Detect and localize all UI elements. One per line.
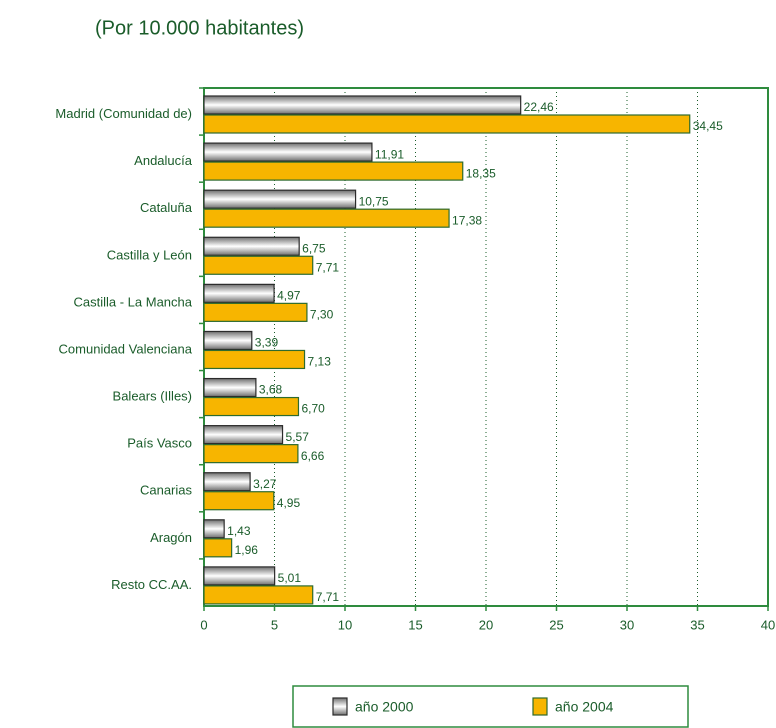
legend-swatch xyxy=(332,697,348,716)
value-label: 7,13 xyxy=(308,355,332,369)
x-tick-label: 0 xyxy=(200,617,207,632)
y-tick-label: Andalucía xyxy=(134,153,193,168)
y-tick-label: Aragón xyxy=(150,530,192,545)
x-tick-label: 30 xyxy=(620,617,634,632)
legend-swatch xyxy=(532,697,548,716)
bar xyxy=(203,255,314,275)
x-tick-label: 10 xyxy=(338,617,352,632)
bar xyxy=(203,208,450,228)
chart-title: (Por 10.000 habitantes) xyxy=(95,17,304,39)
value-label: 4,97 xyxy=(277,289,301,303)
value-label: 4,95 xyxy=(277,496,301,510)
y-tick-label: Madrid (Comunidad de) xyxy=(55,106,192,121)
value-label: 1,43 xyxy=(227,524,251,538)
value-label: 17,38 xyxy=(452,213,482,227)
bar xyxy=(203,396,300,417)
value-label: 11,91 xyxy=(375,147,404,161)
value-label: 34,45 xyxy=(693,119,723,133)
bar xyxy=(203,189,357,209)
value-label: 3,27 xyxy=(253,477,277,491)
bar xyxy=(203,302,308,322)
y-tick-label: Castilla - La Mancha xyxy=(74,294,193,309)
legend-label: año 2000 xyxy=(355,699,414,715)
legend-label: año 2004 xyxy=(555,699,614,715)
value-label: 7,71 xyxy=(316,590,340,604)
bar xyxy=(203,349,306,370)
value-label: 7,30 xyxy=(310,308,334,322)
y-tick-label: Canarias xyxy=(140,483,193,498)
bar xyxy=(203,142,373,162)
value-label: 5,57 xyxy=(286,430,310,444)
bar xyxy=(203,585,314,605)
y-tick-label: Cataluña xyxy=(140,200,193,215)
value-label: 3,68 xyxy=(259,383,283,397)
value-label: 18,35 xyxy=(466,166,496,180)
y-tick-label: País Vasco xyxy=(127,436,192,451)
bar xyxy=(203,425,284,445)
value-label: 6,70 xyxy=(301,402,325,416)
bar xyxy=(203,283,275,303)
bar xyxy=(203,538,233,558)
bar xyxy=(203,566,276,586)
bar xyxy=(203,519,225,539)
bar xyxy=(203,114,691,134)
value-label: 6,75 xyxy=(302,241,326,255)
bar xyxy=(203,444,299,464)
bar xyxy=(203,236,300,256)
bar xyxy=(203,161,464,181)
x-tick-label: 25 xyxy=(549,617,563,632)
bar xyxy=(203,472,251,492)
x-tick-label: 5 xyxy=(271,617,278,632)
value-label: 6,66 xyxy=(301,449,325,463)
value-label: 1,96 xyxy=(235,543,259,557)
y-tick-label: Castilla y León xyxy=(107,247,192,262)
y-tick-label: Comunidad Valenciana xyxy=(59,341,193,356)
x-tick-label: 20 xyxy=(479,617,493,632)
y-tick-label: Balears (Illes) xyxy=(113,389,192,404)
x-tick-label: 15 xyxy=(408,617,422,632)
value-label: 5,01 xyxy=(278,571,302,585)
x-tick-label: 40 xyxy=(761,617,775,632)
bar xyxy=(203,377,257,398)
bar xyxy=(203,95,522,115)
value-label: 7,71 xyxy=(316,260,340,274)
value-label: 22,46 xyxy=(524,100,554,114)
bar xyxy=(203,491,275,511)
x-tick-label: 35 xyxy=(690,617,704,632)
bar xyxy=(203,330,253,351)
value-label: 3,39 xyxy=(255,336,279,350)
legend-box xyxy=(292,685,689,728)
value-label: 10,75 xyxy=(359,194,389,208)
y-tick-label: Resto CC.AA. xyxy=(111,577,192,592)
